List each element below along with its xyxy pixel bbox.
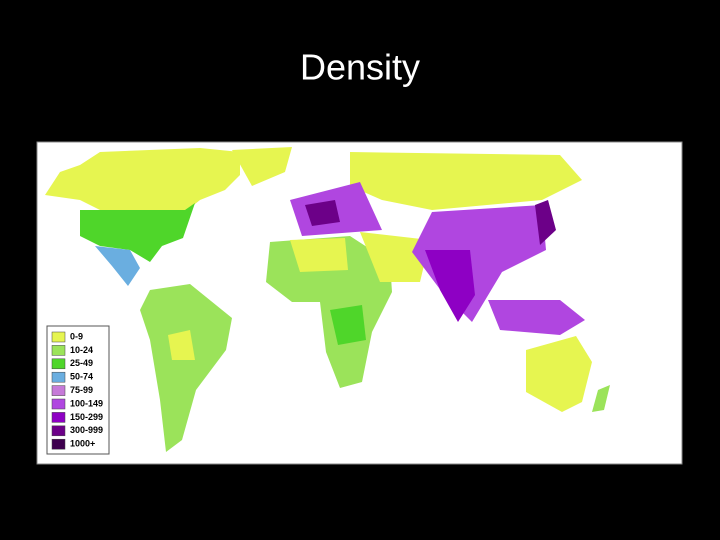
legend: 0-9 10-24 25-49 50-74 75-99 100-149 150-299 300… [51,331,103,450]
japan [535,200,556,245]
legend-swatch [51,331,66,343]
canada [45,148,240,212]
legend-swatch [51,385,66,396]
bolivia [168,330,195,360]
legend-swatch [51,412,66,423]
usa [80,203,195,262]
map [36,141,683,465]
mexico [95,246,140,286]
legend-label: 0-9 [70,331,83,341]
legend-swatch [51,438,66,450]
australia [526,336,592,412]
legend-swatch [51,358,66,370]
south-america [140,284,232,452]
legend-swatch [51,345,66,356]
greenland [232,147,292,186]
legend-swatch [51,398,66,410]
legend-label: 50-74 [70,372,93,382]
legend-label: 10-24 [70,345,93,355]
legend-label: 300-999 [70,425,103,435]
legend-label: 75-99 [70,385,93,395]
new-zealand [592,385,610,412]
central-africa [330,305,366,345]
india [425,250,475,322]
slide-title: Density [300,47,420,88]
indonesia [488,300,585,335]
middle-east [360,232,430,282]
legend-label: 1000+ [70,439,95,449]
africa [266,236,392,388]
central-europe [305,200,340,226]
legend-label: 150-299 [70,412,103,422]
sahara [290,238,348,272]
legend-swatch [51,425,66,437]
legend-label: 100-149 [70,398,103,408]
legend-swatch [51,371,66,383]
legend-label: 25-49 [70,358,93,368]
russia [350,152,582,210]
